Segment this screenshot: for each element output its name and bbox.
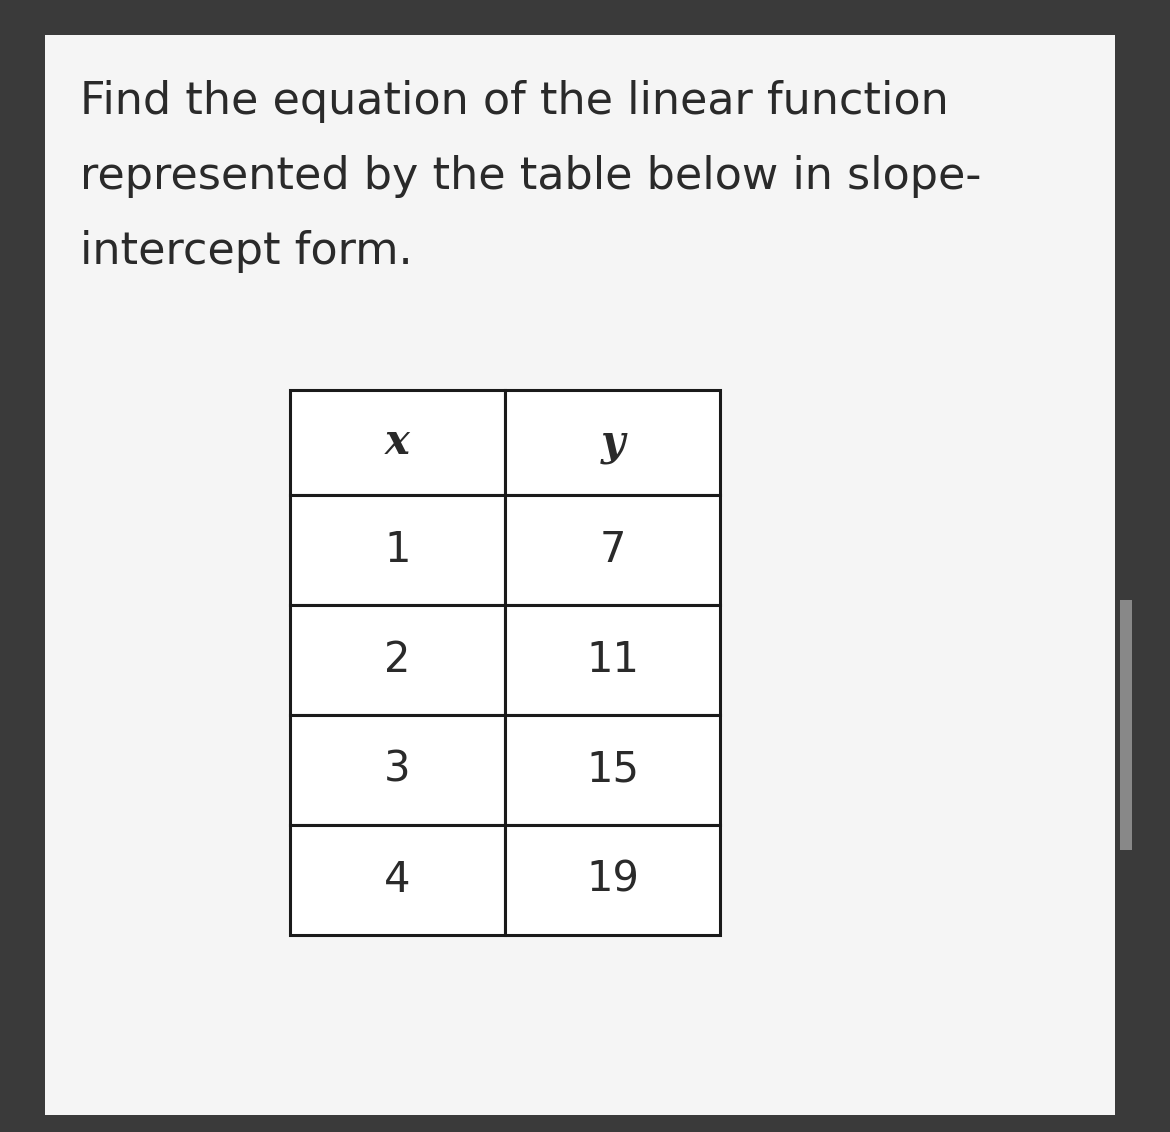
Text: represented by the table below in slope-: represented by the table below in slope- <box>80 155 982 198</box>
Bar <box>290 391 505 495</box>
Text: 7: 7 <box>599 529 626 571</box>
Text: 4: 4 <box>384 859 411 901</box>
Text: Find the equation of the linear function: Find the equation of the linear function <box>80 80 949 123</box>
Bar <box>290 715 505 825</box>
Text: 11: 11 <box>586 638 639 681</box>
Bar <box>1120 600 1133 850</box>
Bar <box>505 715 720 825</box>
Text: 1: 1 <box>384 529 411 571</box>
Text: 2: 2 <box>384 638 411 681</box>
Text: 15: 15 <box>586 749 639 791</box>
Bar <box>290 604 505 715</box>
Bar <box>0 0 1170 35</box>
Bar <box>290 495 505 604</box>
Text: 19: 19 <box>586 859 639 901</box>
Text: y: y <box>600 421 625 463</box>
Bar <box>505 391 720 495</box>
Bar <box>505 604 720 715</box>
Bar <box>505 495 720 604</box>
Bar <box>505 825 720 935</box>
Bar <box>290 825 505 935</box>
Text: intercept form.: intercept form. <box>80 230 413 273</box>
Text: 3: 3 <box>384 749 411 791</box>
Text: x: x <box>385 421 409 463</box>
